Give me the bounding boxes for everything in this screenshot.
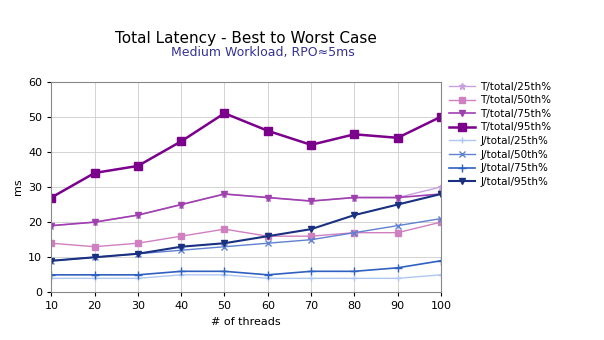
T/total/75th%: [264, 195, 271, 200]
J/total/50th%: [178, 248, 185, 252]
J/total/50th%: [264, 241, 271, 245]
J/total/75th%: [394, 266, 401, 270]
T/total/95th%: [221, 111, 228, 115]
J/total/75th%: [134, 273, 141, 277]
T/total/25th%: [91, 220, 98, 224]
J/total/50th%: [48, 259, 55, 263]
T/total/25th%: [264, 195, 271, 200]
T/total/50th%: [351, 231, 358, 235]
X-axis label: # of threads: # of threads: [211, 317, 281, 327]
T/total/95th%: [134, 164, 141, 168]
T/total/25th%: [178, 203, 185, 207]
J/total/50th%: [221, 245, 228, 249]
T/total/50th%: [178, 234, 185, 238]
Line: J/total/50th%: J/total/50th%: [48, 215, 445, 264]
Title: Total Latency - Best to Worst Case: Total Latency - Best to Worst Case: [115, 31, 377, 46]
Line: J/total/25th%: J/total/25th%: [48, 271, 445, 282]
J/total/95th%: [221, 241, 228, 245]
T/total/25th%: [394, 195, 401, 200]
T/total/75th%: [178, 203, 185, 207]
T/total/25th%: [437, 185, 445, 189]
J/total/95th%: [134, 252, 141, 256]
T/total/50th%: [48, 241, 55, 245]
J/total/75th%: [91, 273, 98, 277]
J/total/50th%: [351, 231, 358, 235]
Legend: T/total/25th%, T/total/50th%, T/total/75th%, T/total/95th%, J/total/25th%, J/tot: T/total/25th%, T/total/50th%, T/total/75…: [445, 78, 556, 191]
J/total/75th%: [307, 269, 315, 273]
J/total/50th%: [307, 238, 315, 242]
J/total/95th%: [394, 203, 401, 207]
Line: T/total/25th%: T/total/25th%: [48, 184, 445, 229]
J/total/50th%: [134, 252, 141, 256]
T/total/50th%: [394, 231, 401, 235]
T/total/95th%: [91, 171, 98, 175]
Y-axis label: ms: ms: [13, 179, 22, 195]
Text: Medium Workload, RPO≈5ms: Medium Workload, RPO≈5ms: [171, 46, 355, 59]
J/total/75th%: [48, 273, 55, 277]
J/total/95th%: [91, 255, 98, 259]
J/total/95th%: [48, 259, 55, 263]
T/total/25th%: [221, 192, 228, 196]
J/total/95th%: [437, 192, 445, 196]
T/total/25th%: [48, 224, 55, 228]
J/total/75th%: [437, 259, 445, 263]
T/total/50th%: [307, 234, 315, 238]
T/total/95th%: [178, 139, 185, 143]
T/total/75th%: [221, 192, 228, 196]
T/total/75th%: [394, 195, 401, 200]
T/total/50th%: [437, 220, 445, 224]
J/total/25th%: [178, 273, 185, 277]
J/total/75th%: [264, 273, 271, 277]
T/total/50th%: [91, 245, 98, 249]
Line: T/total/50th%: T/total/50th%: [48, 219, 445, 250]
J/total/50th%: [394, 224, 401, 228]
J/total/25th%: [91, 276, 98, 280]
J/total/95th%: [178, 245, 185, 249]
T/total/95th%: [437, 115, 445, 119]
T/total/50th%: [221, 227, 228, 231]
T/total/50th%: [134, 241, 141, 245]
J/total/95th%: [351, 213, 358, 217]
J/total/50th%: [437, 217, 445, 221]
J/total/95th%: [264, 234, 271, 238]
J/total/25th%: [394, 276, 401, 280]
J/total/25th%: [437, 273, 445, 277]
T/total/75th%: [351, 195, 358, 200]
T/total/95th%: [351, 132, 358, 136]
J/total/75th%: [221, 269, 228, 273]
J/total/50th%: [91, 255, 98, 259]
Line: T/total/75th%: T/total/75th%: [48, 190, 445, 229]
T/total/75th%: [307, 199, 315, 203]
J/total/95th%: [307, 227, 315, 231]
J/total/25th%: [264, 276, 271, 280]
J/total/25th%: [221, 273, 228, 277]
J/total/25th%: [134, 276, 141, 280]
Line: J/total/95th%: J/total/95th%: [48, 190, 445, 264]
J/total/25th%: [351, 276, 358, 280]
Line: J/total/75th%: J/total/75th%: [47, 257, 445, 279]
T/total/75th%: [48, 224, 55, 228]
Line: T/total/95th%: T/total/95th%: [47, 109, 445, 202]
T/total/50th%: [264, 234, 271, 238]
T/total/25th%: [134, 213, 141, 217]
T/total/95th%: [394, 136, 401, 140]
T/total/75th%: [91, 220, 98, 224]
J/total/25th%: [48, 276, 55, 280]
T/total/25th%: [307, 199, 315, 203]
T/total/75th%: [437, 192, 445, 196]
T/total/95th%: [307, 143, 315, 147]
T/total/75th%: [134, 213, 141, 217]
J/total/75th%: [351, 269, 358, 273]
J/total/25th%: [307, 276, 315, 280]
T/total/95th%: [264, 129, 271, 133]
J/total/75th%: [178, 269, 185, 273]
T/total/95th%: [48, 195, 55, 200]
T/total/25th%: [351, 195, 358, 200]
